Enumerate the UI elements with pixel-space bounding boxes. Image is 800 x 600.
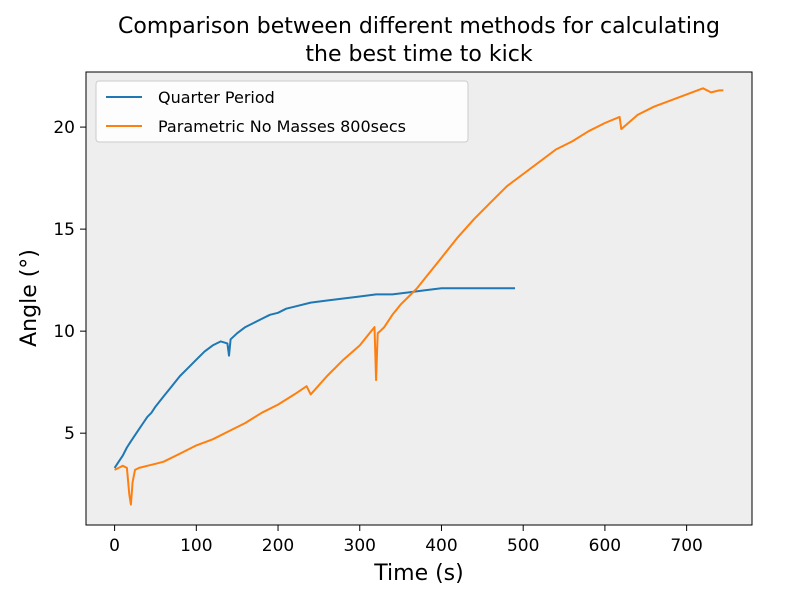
series-layer [113, 87, 724, 506]
x-tick-label: 600 [589, 536, 621, 556]
y-tick-label: 5 [64, 424, 75, 444]
x-tick-label: 0 [109, 536, 120, 556]
x-axis-ticks: 0 100 200 300 400 500 600 700 [109, 525, 703, 556]
x-tick-label: 700 [670, 536, 702, 556]
y-axis-ticks: 5 10 15 20 [53, 118, 86, 444]
legend-label-quarter-period: Quarter Period [158, 88, 275, 107]
chart-title-line-2: the best time to kick [305, 42, 532, 67]
chart-title-line-1: Comparison between different methods for… [118, 14, 720, 39]
legend-label-parametric: Parametric No Masses 800secs [158, 117, 406, 136]
legend-box [95, 80, 469, 143]
plot-area [86, 72, 752, 525]
y-tick-label: 20 [53, 118, 75, 138]
y-tick-label: 15 [53, 220, 75, 240]
x-tick-label: 200 [262, 536, 294, 556]
x-tick-label: 100 [180, 536, 212, 556]
x-tick-label: 400 [425, 536, 457, 556]
y-axis-label: Angle (°) [17, 249, 42, 347]
x-axis-label: Time (s) [373, 561, 463, 586]
series-line-parametric-no-masses-800secs [114, 87, 724, 506]
x-tick-label: 500 [507, 536, 539, 556]
legend: Quarter Period Parametric No Masses 800s… [95, 80, 469, 143]
series-line-quarter-period [113, 287, 515, 469]
y-tick-label: 10 [53, 322, 75, 342]
plot-frame [85, 71, 753, 526]
x-tick-label: 300 [344, 536, 376, 556]
